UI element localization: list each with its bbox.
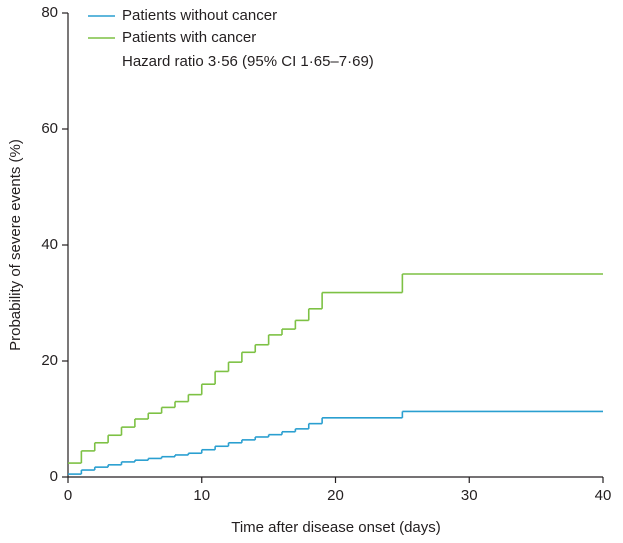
x-tick-label: 20 (327, 487, 344, 504)
legend-label: Patients without cancer (122, 7, 277, 24)
x-axis-label: Time after disease onset (days) (231, 519, 441, 536)
annotation: Hazard ratio 3·56 (95% CI 1·65–7·69) (122, 53, 374, 70)
x-tick-label: 10 (193, 487, 210, 504)
y-tick-label: 60 (41, 120, 58, 137)
y-tick-label: 20 (41, 352, 58, 369)
x-tick-label: 40 (595, 487, 612, 504)
y-tick-label: 40 (41, 236, 58, 253)
x-tick-label: 30 (461, 487, 478, 504)
y-tick-label: 80 (41, 4, 58, 21)
legend-label: Patients with cancer (122, 29, 256, 46)
x-tick-label: 0 (64, 487, 72, 504)
y-axis-label: Probability of severe events (%) (7, 139, 24, 351)
y-tick-label: 0 (50, 468, 58, 485)
